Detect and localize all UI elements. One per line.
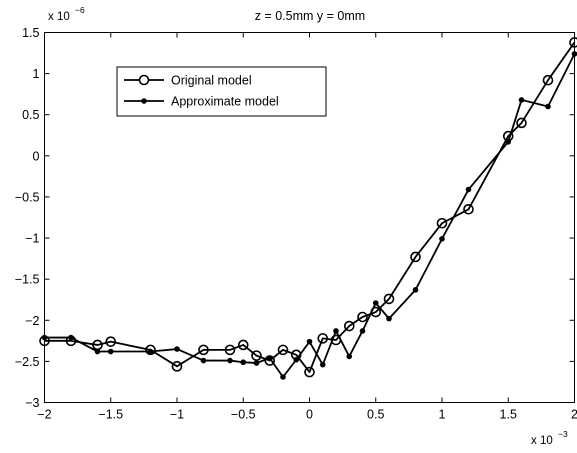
data-point-filled xyxy=(333,328,339,334)
legend-box xyxy=(116,66,327,117)
data-point-filled xyxy=(518,97,525,103)
x-multiplier-base: x 10 xyxy=(531,435,553,447)
y-tick-label: −3 xyxy=(25,396,39,410)
data-point-filled xyxy=(68,334,74,341)
data-point-filled xyxy=(240,359,247,366)
data-point-open xyxy=(542,74,554,86)
legend: Original model Approximate model xyxy=(116,66,327,117)
data-point-open xyxy=(317,333,329,344)
data-point-filled xyxy=(293,356,300,363)
x-tick-label: 0.5 xyxy=(367,408,384,422)
data-point-filled xyxy=(439,236,445,242)
data-point-filled xyxy=(253,360,260,366)
data-point-filled xyxy=(545,103,551,110)
data-point-open xyxy=(304,366,315,378)
x-tick-label: 2 xyxy=(571,408,577,422)
data-point-open xyxy=(436,217,448,229)
x-tick-label: 1.5 xyxy=(500,408,517,422)
axes-frame xyxy=(44,32,575,403)
data-point-open xyxy=(145,344,156,356)
y-tick-label: −2 xyxy=(25,314,39,328)
data-point-filled xyxy=(107,348,114,355)
y-multiplier-base: x 10 xyxy=(48,11,70,23)
y-tick-label: 1.5 xyxy=(22,26,39,40)
data-point-open xyxy=(357,311,368,323)
data-point-filled xyxy=(319,361,326,368)
x-tick-label: 0 xyxy=(306,408,313,422)
x-tick-label: −0.5 xyxy=(231,408,256,422)
data-point-filled xyxy=(412,287,419,293)
x-tick-label: 1 xyxy=(439,408,446,422)
data-point-open xyxy=(277,344,289,356)
data-point-open xyxy=(463,203,474,215)
data-point-open xyxy=(224,344,236,356)
data-point-filled xyxy=(465,186,472,193)
data-point-open xyxy=(343,320,355,332)
data-point-open xyxy=(198,344,209,356)
data-point-filled xyxy=(346,353,353,360)
x-multiplier: x 10 −3 xyxy=(531,429,568,447)
y-tick-label: 0.5 xyxy=(22,108,39,122)
data-point-filled xyxy=(94,348,101,355)
data-point-open xyxy=(105,336,117,347)
y-tick-label: 0 xyxy=(33,149,40,163)
legend-label-approximate: Approximate model xyxy=(171,95,279,109)
series-line xyxy=(44,41,576,373)
data-point-open xyxy=(251,350,262,361)
x-tick-label: −1.5 xyxy=(98,408,123,422)
y-tick-label: −0.5 xyxy=(15,190,40,204)
x-multiplier-exponent: −3 xyxy=(558,429,568,439)
plot-area xyxy=(39,37,577,380)
x-tick-label: −1 xyxy=(170,408,184,422)
data-point-filled xyxy=(280,374,286,380)
data-point-filled xyxy=(227,357,233,364)
y-tick-label: −1.5 xyxy=(15,273,40,287)
data-point-open xyxy=(237,339,249,351)
y-tick-label: −1 xyxy=(25,232,39,246)
data-point-filled xyxy=(200,357,207,364)
data-point-open xyxy=(383,293,395,305)
x-tick-label: −2 xyxy=(37,408,51,422)
data-point-filled xyxy=(372,300,379,306)
data-point-open xyxy=(410,251,421,263)
data-point-filled xyxy=(386,315,392,322)
y-multiplier: x 10 −6 xyxy=(48,5,85,23)
legend-marker-original xyxy=(138,74,150,86)
y-tick-label: 1 xyxy=(33,67,40,81)
y-tick-label: −2.5 xyxy=(15,355,40,369)
data-point-open xyxy=(516,117,527,129)
data-point-filled xyxy=(147,348,154,355)
data-point-filled xyxy=(174,346,180,352)
data-point-filled xyxy=(505,139,512,145)
legend-marker-approximate xyxy=(141,98,147,104)
y-multiplier-exponent: −6 xyxy=(75,5,85,15)
data-point-filled xyxy=(359,328,366,334)
chart-title: z = 0.5mm y = 0mm xyxy=(255,9,365,23)
legend-label-original: Original model xyxy=(171,74,252,88)
data-point-open xyxy=(171,361,183,372)
data-point-filled xyxy=(266,355,273,361)
data-point-filled xyxy=(306,338,313,345)
